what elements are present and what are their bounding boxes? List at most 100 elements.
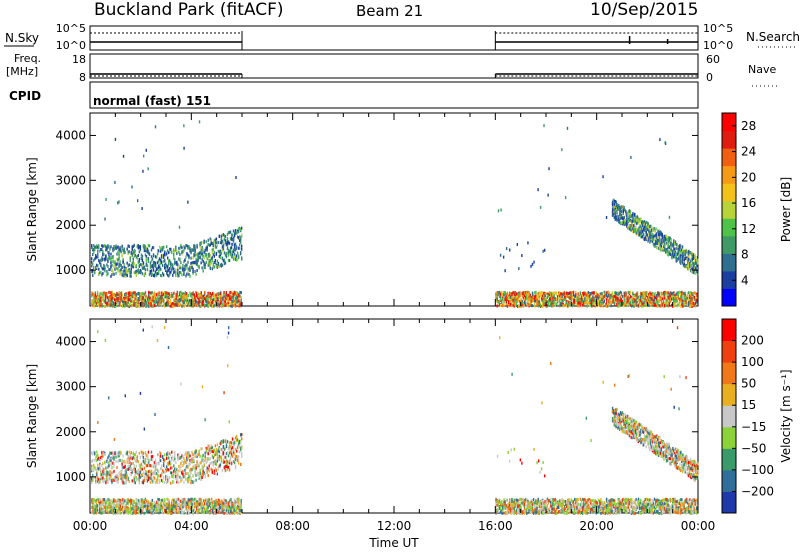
power-point (620, 215, 623, 219)
power-point (99, 304, 101, 308)
power-point (217, 297, 220, 301)
velocity-point (132, 509, 134, 513)
power-point (134, 271, 136, 275)
power-point (652, 295, 655, 299)
power-point (693, 297, 696, 301)
power-point (628, 303, 631, 307)
power-point (689, 300, 691, 304)
power-point (594, 301, 596, 305)
velocity-point (92, 498, 94, 502)
power-point (118, 302, 120, 306)
power-point (682, 254, 685, 258)
power-point (609, 296, 611, 300)
power-point (228, 230, 231, 234)
power-point (514, 294, 517, 298)
power-point (130, 263, 132, 267)
power-point (626, 212, 628, 216)
power-point (219, 241, 222, 245)
power-point (630, 300, 633, 304)
power-point (145, 296, 148, 300)
power-point (179, 264, 181, 268)
velocity-point (116, 504, 118, 508)
power-point (182, 250, 184, 254)
power-point (687, 262, 689, 266)
power-point (653, 297, 656, 301)
power-point (628, 297, 631, 301)
power-point (207, 238, 209, 242)
power-point (516, 299, 519, 303)
power-point (673, 241, 676, 245)
power-point (555, 298, 558, 302)
power-point (197, 294, 199, 298)
power-point (227, 303, 230, 307)
power-point (568, 300, 570, 304)
power-point (681, 256, 684, 260)
power-point (238, 227, 241, 231)
power-point (232, 237, 235, 241)
power-point (644, 302, 647, 306)
power-point (548, 299, 551, 303)
power-point (575, 293, 577, 297)
power-point (144, 272, 147, 276)
beam-title: Beam 21 (356, 2, 424, 20)
power-point (515, 292, 518, 296)
power-point (586, 292, 588, 296)
velocity-point (117, 498, 119, 502)
power-point (579, 299, 582, 303)
power-point (538, 299, 541, 303)
velocity-point (167, 498, 169, 502)
power-point (111, 293, 114, 297)
power-point (211, 256, 213, 260)
power-point (148, 291, 150, 295)
power-point (689, 250, 691, 254)
power-point (666, 301, 668, 305)
power-point (161, 293, 164, 297)
power-point (117, 201, 119, 205)
power-point (107, 259, 109, 263)
power-point (677, 245, 679, 249)
power-point (230, 233, 233, 237)
power-point (642, 229, 644, 233)
power-point (547, 302, 550, 306)
velocity-point (144, 506, 147, 510)
power-point (100, 247, 102, 251)
power-point (661, 303, 664, 307)
velocity-point (133, 499, 135, 503)
power-point (169, 294, 172, 298)
power-point (212, 244, 215, 248)
velocity-point (147, 506, 149, 510)
power-point (680, 253, 682, 257)
power-point (631, 223, 633, 227)
power-point (226, 301, 229, 305)
power-point (222, 297, 224, 301)
power-point (650, 231, 653, 235)
power-point (646, 295, 649, 299)
power-point (683, 262, 686, 266)
power-point (521, 301, 523, 305)
power-point (652, 233, 655, 237)
power-point (589, 291, 592, 295)
power-point (113, 264, 115, 268)
power-point (186, 252, 188, 256)
power-point (584, 297, 586, 301)
power-point (185, 243, 187, 247)
power-point (97, 249, 99, 253)
velocity-point (160, 501, 163, 505)
power-point (631, 226, 633, 230)
power-point (204, 303, 206, 307)
velocity-point (185, 508, 188, 512)
power-point (690, 252, 693, 256)
power-point (688, 262, 690, 266)
power-point (154, 301, 157, 305)
power-point (693, 266, 695, 270)
velocity-point (134, 503, 136, 507)
power-point (229, 292, 231, 296)
velocity-point (150, 506, 152, 510)
power-point (688, 250, 690, 254)
power-point (639, 224, 641, 228)
power-point (191, 296, 193, 300)
power-point (196, 268, 198, 272)
power-point (215, 237, 218, 241)
power-point (201, 297, 204, 301)
power-point (96, 245, 98, 249)
